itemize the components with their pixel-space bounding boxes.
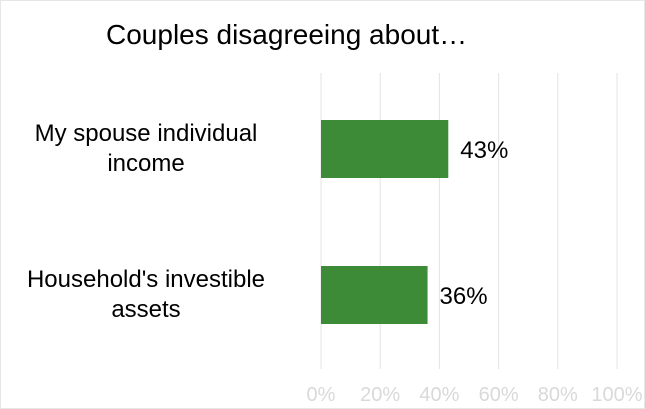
x-tick-label-0: 0% xyxy=(307,384,336,406)
category-label-spouse-income: My spouse individual income xyxy=(0,119,296,179)
chart-title: Couples disagreeing about… xyxy=(106,19,468,50)
x-tick-label-5: 100% xyxy=(591,384,642,406)
category-label-line: income xyxy=(107,150,185,177)
category-label-line: Household's investible xyxy=(26,266,266,293)
bar-value-label-0: 43% xyxy=(460,137,508,164)
category-label-investible-assets: Household's investible assets xyxy=(0,265,296,325)
category-label-line: assets xyxy=(111,296,181,323)
x-tick-label-2: 40% xyxy=(419,384,459,406)
x-tick-label-3: 60% xyxy=(479,384,519,406)
x-tick-label-4: 80% xyxy=(538,384,578,406)
bar-0 xyxy=(321,120,449,178)
category-label-line: My spouse individual xyxy=(34,120,258,147)
bar-1 xyxy=(321,266,428,324)
x-tick-label-1: 20% xyxy=(360,384,400,406)
bar-value-label-1: 36% xyxy=(440,283,488,310)
